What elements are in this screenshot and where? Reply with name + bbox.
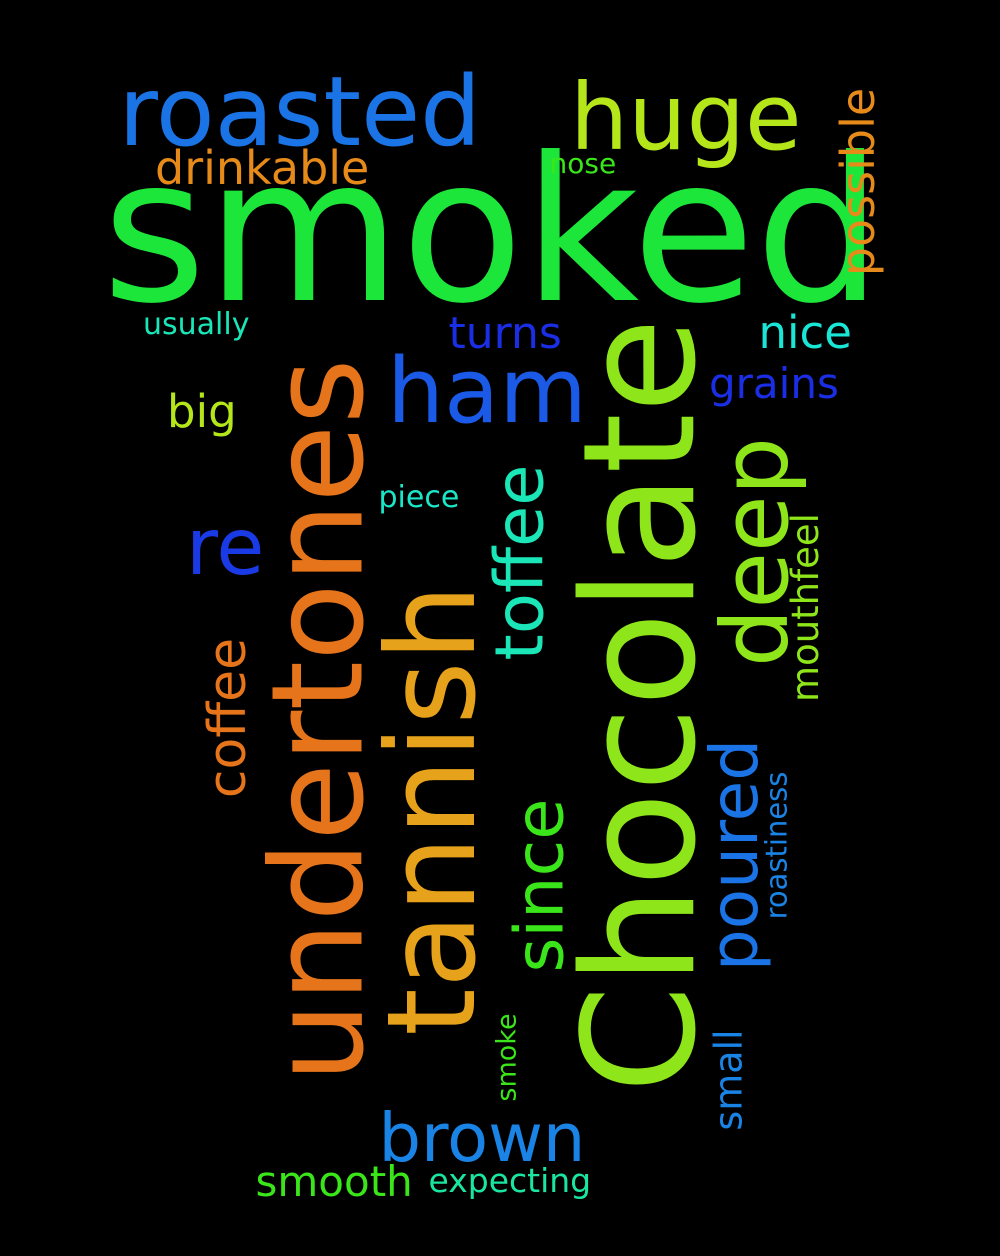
word-roastiness: roastiness [759, 771, 794, 919]
word-mouthfeel: mouthfeel [783, 512, 827, 702]
word-nice: nice [758, 305, 852, 359]
word-smooth: smooth [255, 1157, 413, 1206]
word-nose: nose [549, 147, 617, 180]
word-toffee: toffee [480, 464, 559, 660]
word-usually: usually [143, 307, 250, 342]
word-re: re [186, 503, 265, 593]
word-possible: possible [831, 87, 886, 277]
word-smoked: smoked [102, 115, 883, 348]
word-tannish: tannish [361, 583, 504, 1037]
word-piece: piece [378, 480, 460, 515]
word-grains: grains [709, 359, 839, 408]
word-ham: ham [387, 339, 587, 444]
word-since: since [500, 797, 579, 973]
word-small: small [706, 1029, 751, 1131]
word-roasted: roasted [118, 56, 482, 168]
word-turns: turns [448, 308, 562, 359]
word-huge: huge [570, 64, 802, 171]
word-poured: poured [696, 738, 774, 972]
word-big: big [167, 384, 237, 438]
word-brown: brown [378, 1098, 586, 1177]
word-expecting: expecting [428, 1160, 592, 1200]
word-drinkable: drinkable [155, 141, 370, 195]
word-smoke: smoke [491, 1012, 523, 1102]
word-coffee: coffee [198, 637, 259, 799]
